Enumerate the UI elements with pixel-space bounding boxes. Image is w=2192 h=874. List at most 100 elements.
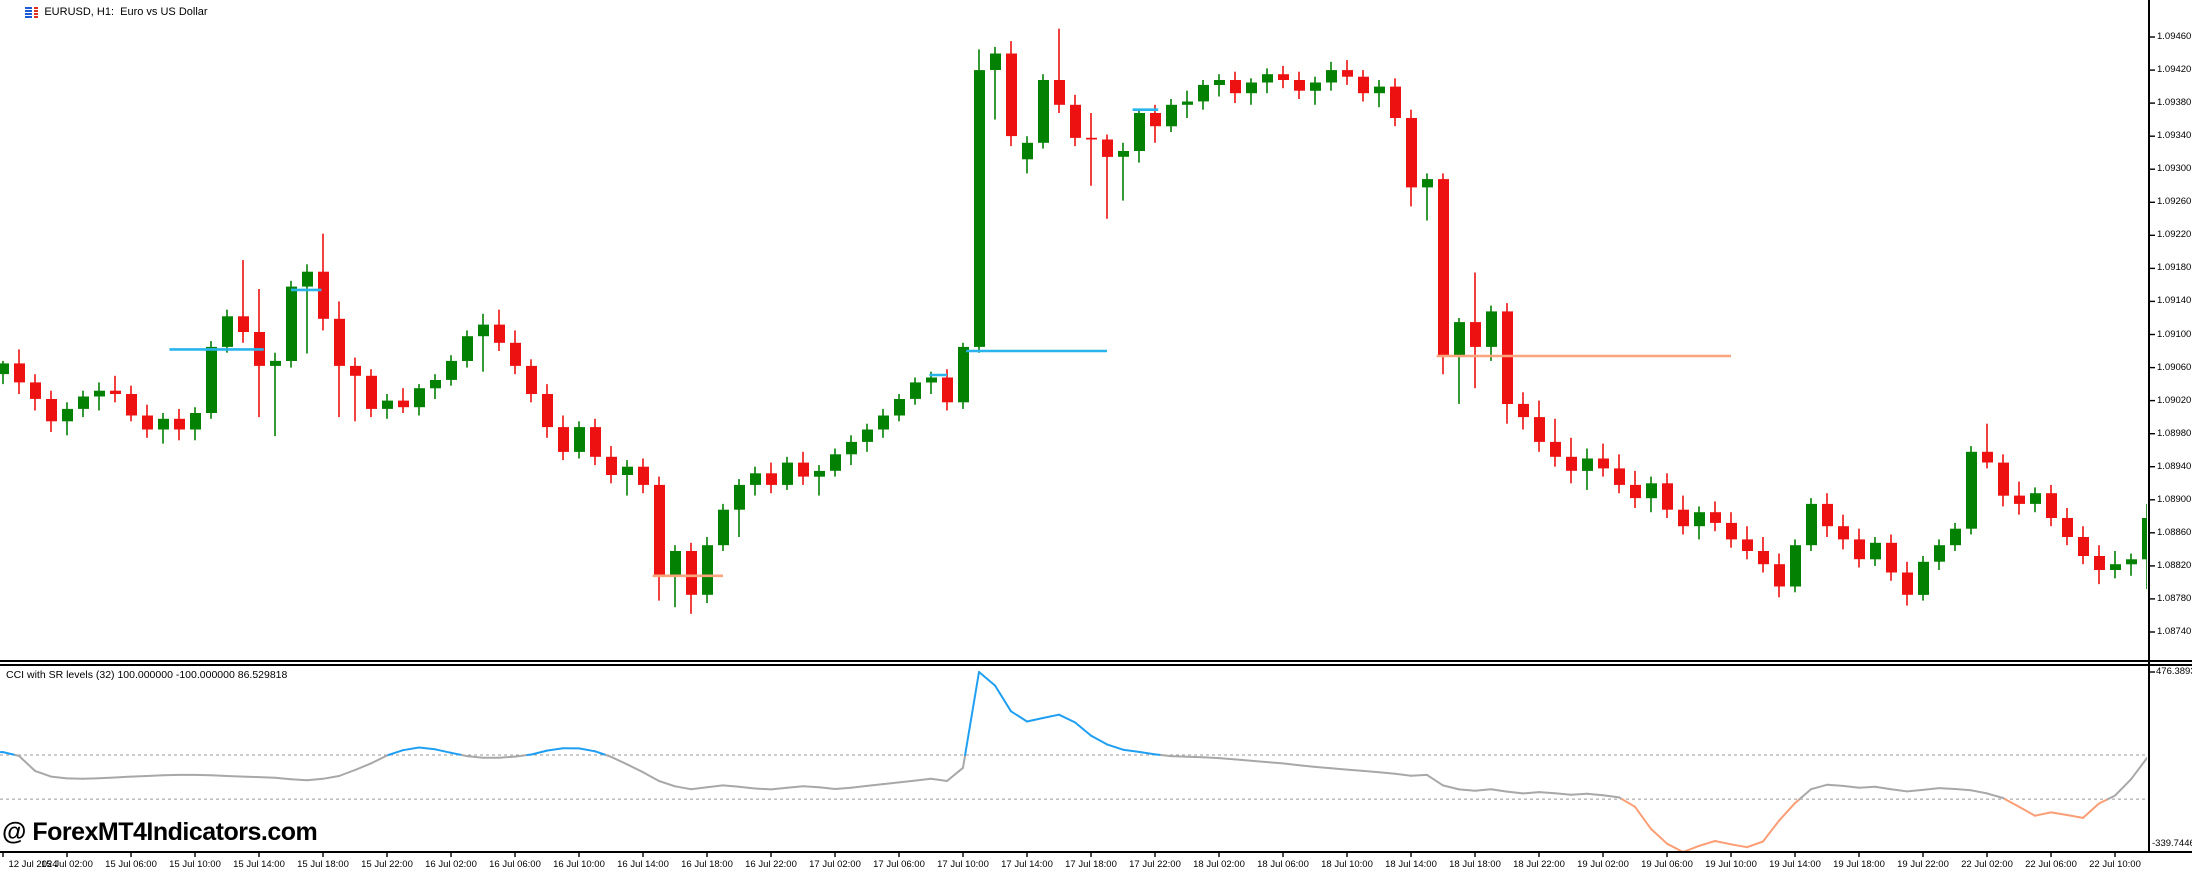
- cci-line-segment: [2018, 805, 2036, 817]
- cci-line-segment: [2098, 798, 2109, 805]
- panel-separator-top[interactable]: [0, 660, 2192, 662]
- cci-line-segment: [1474, 788, 1492, 792]
- candle-body: [1854, 539, 1865, 560]
- cci-line-segment: [2034, 811, 2052, 817]
- cci-line-segment: [1410, 773, 1428, 777]
- cci-line-segment: [1218, 757, 1236, 761]
- cci-line-segment: [834, 786, 852, 790]
- candle-body: [1006, 53, 1017, 137]
- cci-line-segment: [578, 747, 596, 753]
- cci-line-segment: [818, 786, 836, 790]
- time-axis-label: 17 Jul 02:00: [809, 859, 861, 870]
- candle-body: [574, 427, 585, 452]
- cci-line-segment: [34, 769, 52, 778]
- candle-body: [766, 473, 777, 485]
- cci-line-segment: [658, 780, 676, 788]
- candle-body: [1630, 484, 1641, 499]
- cci-line-segment: [1794, 798, 1801, 805]
- candle-body: [798, 462, 809, 477]
- time-axis-label: 19 Jul 22:00: [1897, 859, 1949, 870]
- cci-line-segment: [2130, 757, 2147, 781]
- candle-body: [1550, 441, 1561, 457]
- candle-body: [1150, 113, 1161, 127]
- cci-line-segment: [546, 747, 564, 752]
- price-axis-label: 1.09020: [2157, 394, 2192, 406]
- candle-body: [910, 382, 921, 399]
- time-axis-label: 18 Jul 06:00: [1257, 859, 1309, 870]
- panel-separator-bottom[interactable]: [0, 664, 2192, 666]
- cci-line-segment: [1330, 767, 1348, 771]
- cci-line-segment: [1538, 791, 1556, 795]
- cci-line-segment: [1282, 762, 1300, 767]
- price-axis-label: 1.09220: [2157, 229, 2192, 241]
- time-axis-label: 18 Jul 14:00: [1385, 859, 1437, 870]
- candle-body: [606, 456, 617, 475]
- time-axis-label: 16 Jul 02:00: [425, 859, 477, 870]
- candle-body: [190, 413, 201, 430]
- time-axis-label: 15 Jul 02:00: [41, 859, 93, 870]
- cci-line-segment: [738, 785, 756, 790]
- cci-line-segment: [594, 750, 607, 756]
- candle-body: [14, 363, 25, 383]
- candle-body: [926, 377, 937, 383]
- price-axis-label: 1.09260: [2157, 196, 2192, 208]
- cci-line-segment: [1842, 784, 1860, 789]
- candle-body: [1998, 462, 2009, 496]
- cci-line-segment: [514, 754, 529, 758]
- candle-body: [2110, 564, 2121, 570]
- candle-body: [1166, 104, 1177, 127]
- candle-body: [462, 336, 473, 361]
- candle-body: [2046, 493, 2057, 518]
- candle-body: [1694, 512, 1705, 527]
- candle-body: [46, 399, 57, 422]
- candle-body: [1742, 539, 1753, 551]
- candle-body: [2030, 493, 2041, 504]
- cci-line-segment: [338, 769, 356, 777]
- candle-body: [286, 286, 297, 361]
- cci-line-segment: [18, 754, 36, 772]
- price-axis-label: 1.09420: [2157, 64, 2192, 76]
- price-axis-label: 1.08820: [2157, 559, 2192, 571]
- candle-body: [1822, 503, 1833, 527]
- candle-body: [430, 380, 441, 389]
- candle-body: [1806, 503, 1817, 546]
- candle-body: [990, 53, 1001, 70]
- candle-body: [1966, 451, 1977, 529]
- cci-line-segment: [1010, 710, 1028, 723]
- candle-body: [670, 551, 681, 576]
- price-axis-border: [2148, 0, 2150, 852]
- time-axis-label: 18 Jul 10:00: [1321, 859, 1373, 870]
- candle-body: [494, 324, 505, 343]
- candle-body: [478, 324, 489, 337]
- cci-line-segment: [1170, 755, 1188, 758]
- candle-body: [1422, 179, 1433, 188]
- candle-body: [2062, 518, 2073, 537]
- candle-body: [1886, 542, 1897, 573]
- price-plot: [0, 28, 2147, 614]
- cci-line-segment: [1106, 743, 1124, 751]
- candle-body: [1102, 139, 1113, 157]
- candle-body: [1934, 545, 1945, 562]
- candle-body: [366, 375, 377, 409]
- cci-line-segment: [1922, 787, 1940, 791]
- time-axis-label: 17 Jul 06:00: [873, 859, 925, 870]
- candle-body: [1678, 509, 1689, 527]
- cci-line-segment: [2004, 798, 2020, 808]
- time-axis-label: 17 Jul 18:00: [1065, 859, 1117, 870]
- cci-line-segment: [1394, 772, 1412, 777]
- candle-body: [1870, 542, 1881, 560]
- candle-body: [1710, 512, 1721, 523]
- candle-body: [1566, 456, 1577, 471]
- candle-body: [174, 418, 185, 430]
- cci-line-segment: [1490, 788, 1508, 793]
- candle-body: [1438, 179, 1449, 356]
- candle-body: [142, 415, 153, 430]
- cci-line-segment: [1378, 771, 1396, 775]
- price-axis-label: 1.08780: [2157, 592, 2192, 604]
- indicator-min-label: -339.7446: [2152, 838, 2192, 849]
- cci-line-segment: [1570, 792, 1588, 796]
- time-axis-label: 16 Jul 14:00: [617, 859, 669, 870]
- cci-line-segment: [722, 784, 740, 788]
- cci-line-segment: [690, 786, 708, 791]
